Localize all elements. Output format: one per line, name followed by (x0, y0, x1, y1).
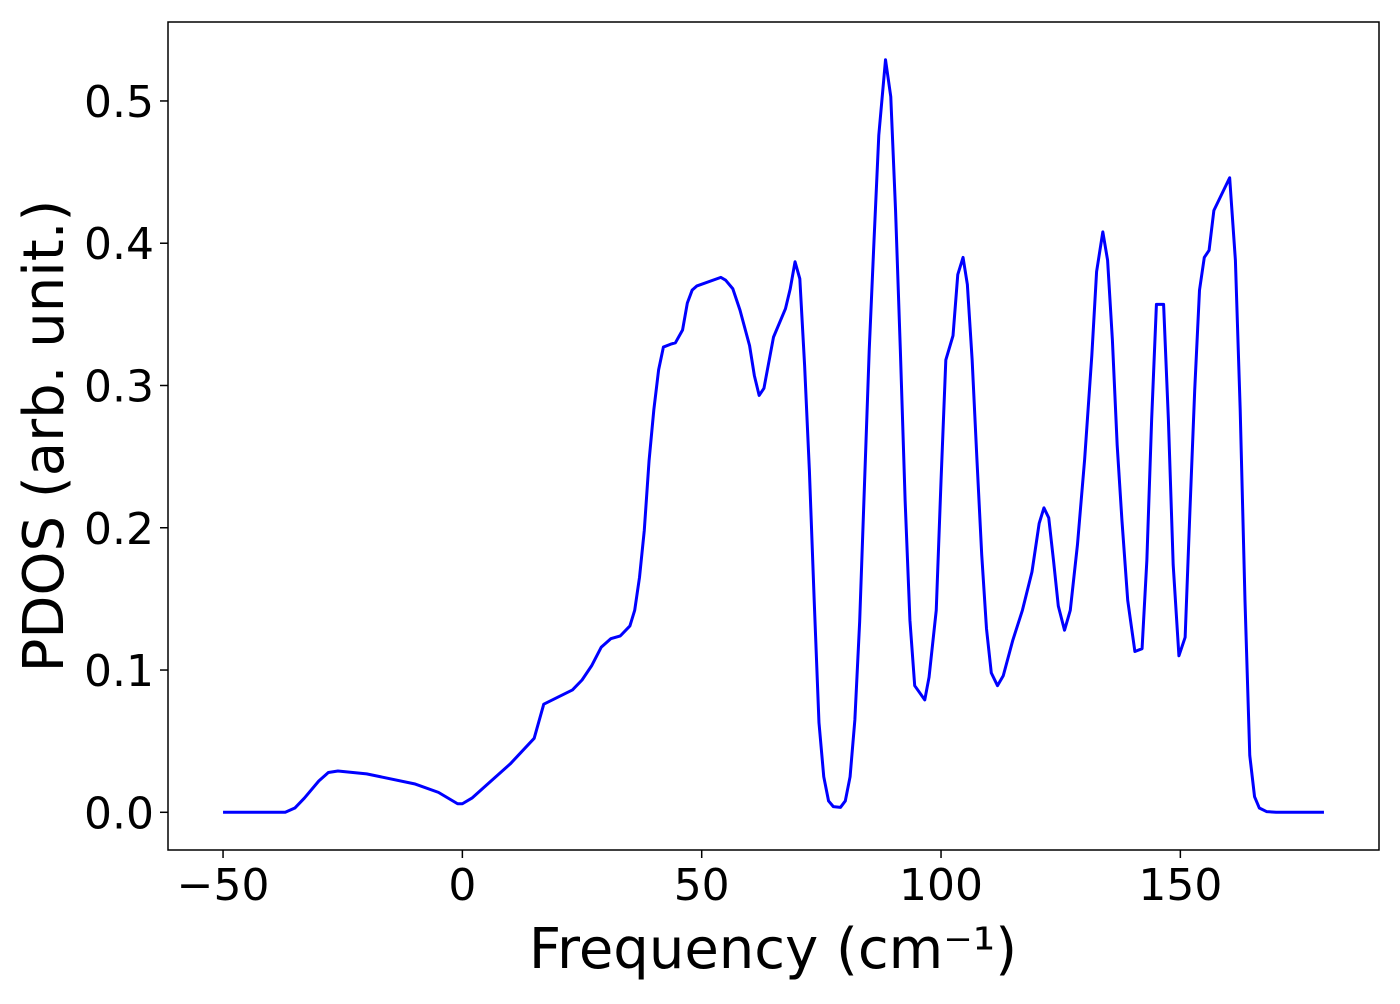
y-tick-label: 0.1 (84, 646, 154, 697)
plot-frame (167, 21, 1380, 851)
y-tick-label: 0.5 (84, 77, 154, 128)
y-tick-label: 0.4 (84, 219, 154, 270)
x-tick-label: 150 (1138, 860, 1222, 911)
y-axis-label: PDOS (arb. unit.) (12, 200, 77, 673)
x-axis-label: Frequency (cm⁻¹) (529, 917, 1017, 982)
y-tick-label: 0.3 (84, 361, 154, 412)
x-tick-label: 100 (899, 860, 983, 911)
y-tick-label: 0.2 (84, 504, 154, 555)
x-tick-label: 50 (674, 860, 730, 911)
y-tick-label: 0.0 (84, 788, 154, 839)
pdos-line (223, 58, 1324, 814)
x-tick-label: 0 (448, 860, 476, 911)
x-tick-label: −50 (177, 860, 270, 911)
